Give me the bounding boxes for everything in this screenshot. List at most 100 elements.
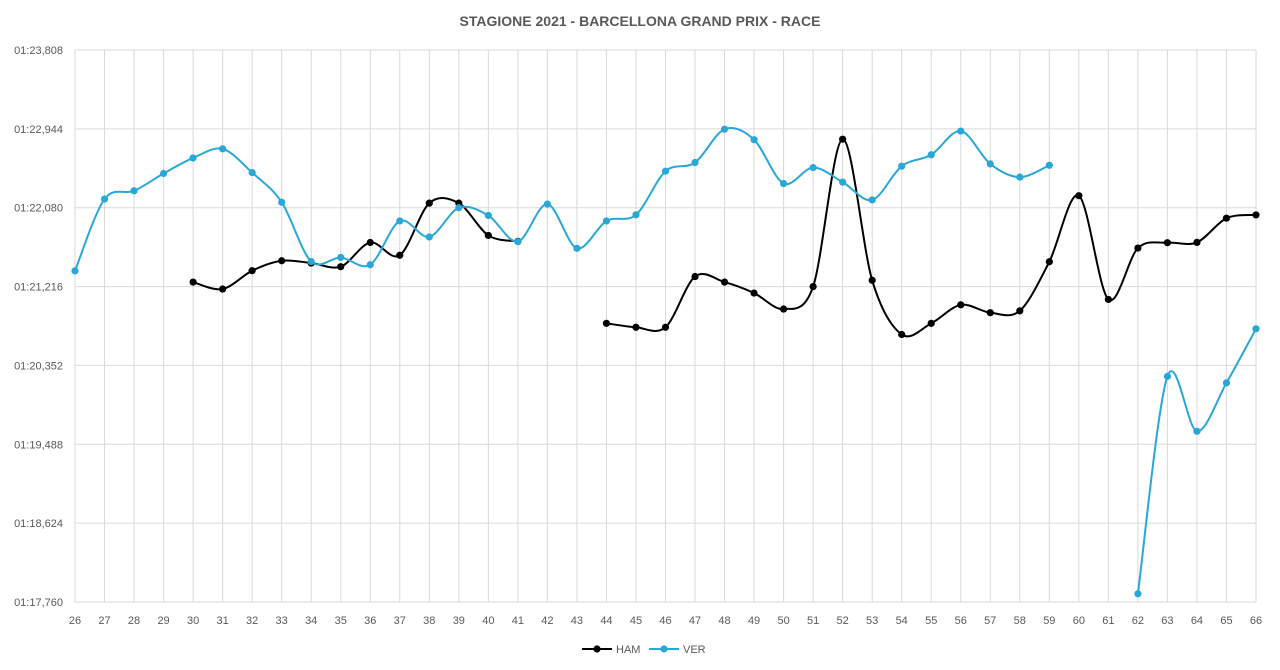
grid-lines: [74, 49, 1257, 603]
legend-marker-ver: [660, 645, 668, 653]
data-point-ver: [1045, 161, 1053, 169]
x-tick-label: 54: [896, 615, 908, 627]
y-tick-label: 01:22,080: [14, 203, 63, 215]
data-point-ver: [602, 217, 611, 225]
data-point-ver: [868, 196, 876, 204]
data-point-ver: [455, 204, 463, 212]
x-tick-label: 32: [246, 615, 258, 627]
data-point-ver: [248, 168, 256, 177]
y-tick-label: 01:19,488: [14, 439, 63, 451]
x-tick-label: 45: [630, 615, 642, 627]
series-layer: [71, 125, 1260, 598]
data-point-ver: [1222, 379, 1231, 387]
data-point-ver: [425, 233, 433, 241]
data-point-ham: [278, 257, 286, 265]
data-point-ham: [1104, 295, 1112, 304]
data-point-ver: [219, 145, 227, 153]
series-line-ver: [74, 127, 1051, 272]
x-tick-label: 42: [541, 615, 553, 627]
data-point-ham: [691, 272, 699, 281]
data-point-ver: [278, 198, 286, 206]
data-point-ver: [750, 136, 758, 144]
y-tick-label: 01:17,760: [14, 597, 63, 609]
legend-label-ham: HAM: [616, 644, 640, 656]
data-point-ham: [1045, 258, 1053, 266]
x-tick-label: 29: [157, 615, 169, 627]
data-point-ham: [750, 289, 758, 297]
data-point-ver: [189, 154, 197, 162]
data-point-ham: [632, 323, 640, 331]
data-point-ham: [1134, 244, 1142, 252]
x-tick-label: 55: [925, 615, 937, 627]
data-point-ham: [248, 267, 256, 275]
x-tick-label: 60: [1073, 615, 1085, 627]
x-tick-label: 38: [423, 615, 435, 627]
data-point-ver: [661, 167, 670, 175]
y-tick-label: 01:23,808: [14, 45, 63, 57]
data-point-ham: [396, 251, 404, 259]
x-tick-label: 62: [1132, 615, 1144, 627]
x-tick-label: 57: [984, 615, 996, 627]
data-point-ham: [366, 238, 374, 247]
data-point-ver: [1016, 173, 1024, 181]
data-point-ham: [898, 330, 906, 339]
data-point-ver: [1193, 427, 1201, 435]
data-point-ver: [957, 127, 965, 135]
x-tick-label: 64: [1191, 615, 1203, 627]
data-point-ham: [219, 285, 227, 293]
data-point-ver: [839, 178, 847, 186]
data-point-ham: [839, 135, 847, 143]
x-tick-label: 35: [335, 615, 347, 627]
x-tick-label: 34: [305, 615, 317, 627]
x-tick-label: 37: [394, 615, 406, 627]
data-point-ver: [1163, 372, 1172, 380]
data-point-ham: [720, 278, 729, 286]
legend-label-ver: VER: [683, 644, 706, 656]
chart-legend: HAM VER: [582, 644, 706, 656]
x-tick-label: 51: [807, 615, 819, 627]
data-point-ver: [720, 125, 729, 133]
x-tick-label: 27: [98, 615, 110, 627]
data-point-ham: [780, 305, 788, 313]
x-tick-label: 28: [128, 615, 140, 627]
data-point-ham: [927, 319, 935, 327]
data-point-ham: [661, 323, 670, 331]
x-tick-label: 47: [689, 615, 701, 627]
data-point-ver: [71, 267, 79, 275]
data-point-ver: [691, 158, 699, 167]
x-tick-label: 40: [482, 615, 494, 627]
data-point-ver: [543, 200, 552, 208]
data-point-ver: [484, 211, 492, 220]
y-tick-label: 01:22,944: [14, 124, 63, 136]
data-point-ver: [898, 162, 906, 170]
data-point-ham: [1193, 238, 1201, 246]
x-tick-label: 58: [1014, 615, 1026, 627]
x-axis-tick-labels: 26 27 28 29 30 31 32 33 34 35 36 37 38 39 40 41 42 43 44 45…: [69, 615, 1262, 627]
data-point-ver: [573, 244, 581, 252]
data-point-ver: [396, 217, 404, 225]
data-point-ver: [100, 195, 109, 203]
data-point-ver: [1134, 590, 1142, 598]
x-tick-label: 43: [571, 615, 583, 627]
data-point-ham: [602, 319, 611, 327]
data-point-ham: [868, 276, 876, 284]
x-tick-label: 53: [866, 615, 878, 627]
y-axis-tick-labels: 01:17,760 01:18,624 01:19,488 01:20,352 01:2…: [14, 45, 63, 609]
y-tick-label: 01:21,216: [14, 282, 63, 294]
data-point-ver: [514, 238, 522, 246]
x-tick-label: 26: [69, 615, 81, 627]
x-tick-label: 50: [777, 615, 789, 627]
data-point-ham: [809, 282, 817, 291]
x-tick-label: 66: [1250, 615, 1262, 627]
legend-marker-ham: [593, 645, 601, 653]
data-point-ver: [337, 253, 345, 262]
data-point-ver: [1252, 325, 1260, 333]
x-tick-label: 31: [217, 615, 229, 627]
data-point-ver: [632, 211, 640, 219]
x-tick-label: 41: [512, 615, 524, 627]
data-point-ham: [337, 263, 345, 271]
series-line-ver: [1136, 327, 1257, 595]
